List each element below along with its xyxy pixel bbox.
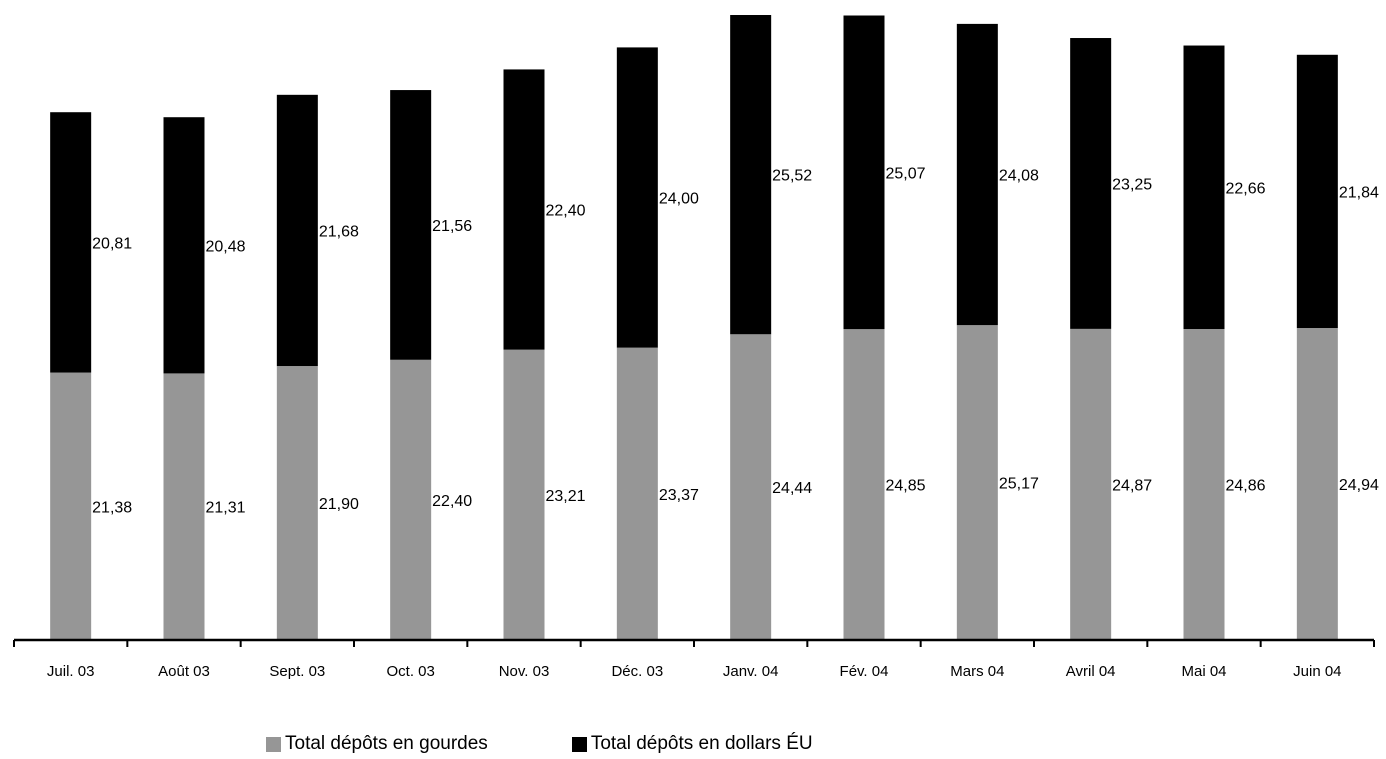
- data-label-dollars: 21,68: [319, 223, 359, 240]
- bar-segment-gourdes: [503, 349, 545, 640]
- stacked-bar-chart: 21,38 20,81 21,31 20,48 21,90 21,68 22,40 21,56…: [13, 15, 1379, 680]
- data-label-dollars: 22,66: [1226, 180, 1266, 197]
- x-tick-label: Nov. 03: [499, 663, 550, 680]
- bar-segment-dollars: [956, 23, 998, 326]
- legend-swatch-gourdes: [266, 736, 281, 752]
- bar-segment-gourdes: [276, 366, 318, 640]
- x-tick-label: Déc. 03: [611, 663, 663, 680]
- bar-segment-dollars: [50, 112, 92, 373]
- x-axis-tick-labels: Juil. 03 Août 03 Sept. 03 Oct. 03 Nov. 03 Déc…: [47, 663, 1342, 680]
- data-label-dollars: 20,81: [92, 235, 132, 252]
- bar-segment-dollars: [730, 15, 772, 335]
- data-label-gourdes: 21,38: [92, 499, 132, 516]
- bar-segment-dollars: [1183, 45, 1225, 330]
- x-tick-label: Juil. 03: [47, 663, 95, 680]
- bar-segment-gourdes: [50, 372, 92, 640]
- data-label-gourdes: 23,21: [546, 488, 586, 505]
- bar-segment-gourdes: [1183, 329, 1225, 640]
- x-tick-label: Janv. 04: [723, 663, 779, 680]
- bar-segment-gourdes: [390, 359, 432, 640]
- data-label-dollars: 22,40: [546, 203, 586, 220]
- x-tick-label: Mai 04: [1181, 663, 1226, 680]
- data-label-gourdes: 23,37: [659, 487, 699, 504]
- data-label-dollars: 24,00: [659, 191, 699, 208]
- data-label-gourdes: 21,90: [319, 496, 359, 513]
- x-axis-ticks: [13, 640, 1375, 647]
- bar-segment-gourdes: [1296, 328, 1338, 640]
- x-tick-label: Juin 04: [1293, 663, 1341, 680]
- bar-segment-dollars: [163, 117, 205, 374]
- legend-label-dollars: Total dépôts en dollars ÉU: [590, 733, 813, 754]
- data-label-dollars: 20,48: [206, 238, 246, 255]
- data-label-dollars: 23,25: [1112, 176, 1152, 193]
- bar-segment-gourdes: [163, 373, 205, 640]
- bar-segment-gourdes: [843, 329, 885, 640]
- bar-segment-dollars: [1296, 54, 1338, 329]
- data-label-dollars: 21,56: [432, 218, 472, 235]
- legend-item-dollars: Total dépôts en dollars ÉU: [571, 733, 813, 755]
- data-label-gourdes: 24,86: [1226, 478, 1266, 495]
- legend: Total dépôts en gourdes Total dépôts en …: [266, 733, 813, 755]
- data-label-dollars: 21,84: [1339, 184, 1379, 201]
- x-tick-label: Fév. 04: [840, 663, 889, 680]
- legend-label-gourdes: Total dépôts en gourdes: [285, 733, 488, 754]
- bar-segment-dollars: [503, 69, 545, 350]
- x-tick-label: Oct. 03: [386, 663, 434, 680]
- bar-segment-gourdes: [616, 347, 658, 640]
- data-label-gourdes: 24,44: [772, 480, 812, 497]
- data-label-gourdes: 24,85: [886, 478, 926, 495]
- data-label-dollars: 25,52: [772, 168, 812, 185]
- data-label-gourdes: 22,40: [432, 493, 472, 510]
- bar-segment-dollars: [276, 94, 318, 367]
- x-tick-label: Avril 04: [1066, 663, 1116, 680]
- data-label-gourdes: 25,17: [999, 476, 1039, 493]
- bar-segment-gourdes: [956, 325, 998, 640]
- legend-item-gourdes: Total dépôts en gourdes: [266, 733, 488, 755]
- data-label-gourdes: 21,31: [206, 500, 246, 517]
- bar-segment-dollars: [390, 90, 432, 360]
- data-label-gourdes: 24,94: [1339, 477, 1379, 494]
- bar-segment-gourdes: [1070, 328, 1112, 640]
- data-label-gourdes: 24,87: [1112, 477, 1152, 494]
- data-label-dollars: 24,08: [999, 168, 1039, 185]
- legend-swatch-dollars: [571, 736, 587, 752]
- bars-group: [50, 15, 1338, 640]
- value-labels-group: 21,38 20,81 21,31 20,48 21,90 21,68 22,40 21,56…: [92, 165, 1379, 516]
- data-label-dollars: 25,07: [886, 165, 926, 182]
- x-tick-label: Mars 04: [950, 663, 1004, 680]
- bar-segment-dollars: [616, 47, 658, 348]
- bar-segment-gourdes: [730, 334, 772, 640]
- x-tick-label: Sept. 03: [269, 663, 325, 680]
- x-tick-label: Août 03: [158, 663, 210, 680]
- bar-segment-dollars: [1070, 38, 1112, 329]
- bar-segment-dollars: [843, 15, 885, 330]
